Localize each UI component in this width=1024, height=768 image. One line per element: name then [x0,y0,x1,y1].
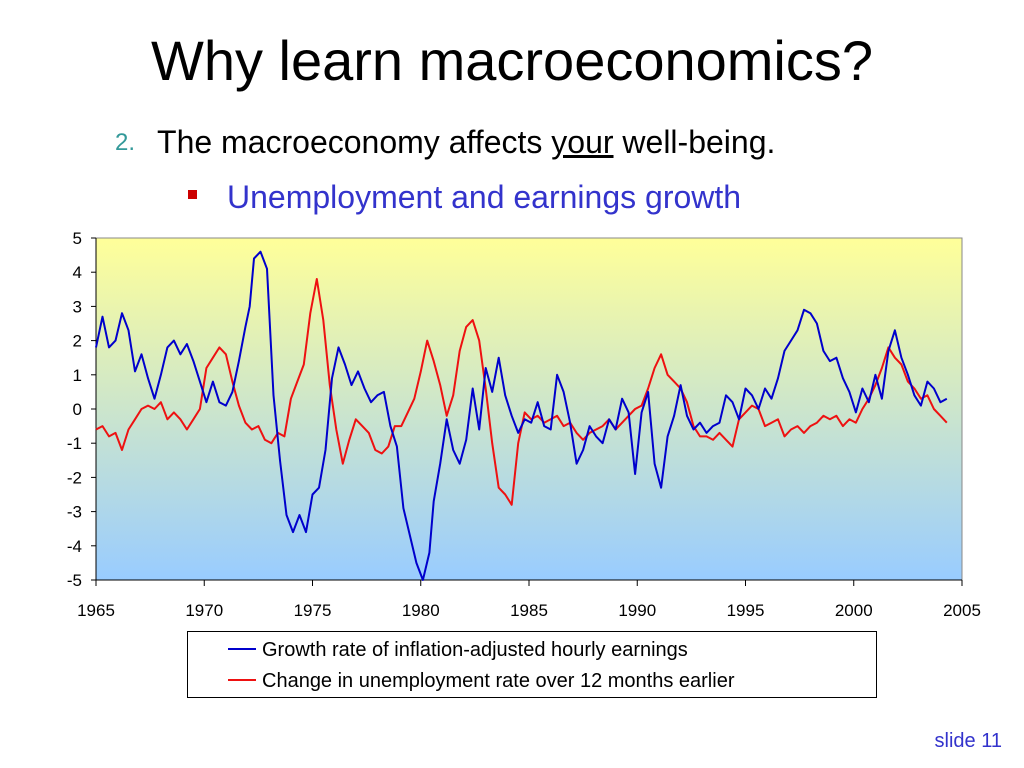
main-point: 2. The macroeconomy affects your well-bei… [115,124,775,161]
point-text-before: The macroeconomy affects [157,124,552,160]
y-tick-label: 5 [73,229,82,248]
slide-number: slide 11 [934,730,1002,752]
legend-label-unemployment: Change in unemployment rate over 12 mont… [262,670,735,692]
x-tick-label: 1995 [727,601,765,620]
legend-label-earnings: Growth rate of inflation-adjusted hourly… [262,639,688,661]
line-chart: 5 4 3 2 1 0 -1 -2 -3 -4 -5 1965 1970 1975 1980 1985 1990… [67,229,981,620]
slide-title: Why learn macroeconomics? [150,29,874,92]
x-tick-label: 1990 [618,601,656,620]
y-tick-label: -2 [67,468,82,487]
y-tick-label: -4 [67,537,82,556]
y-tick-label: 2 [73,332,82,351]
x-tick-label: 2000 [835,601,873,620]
y-tick-label: 4 [73,263,82,282]
earnings-growth-line [95,250,948,581]
x-tick-label: 2005 [943,601,981,620]
y-tick-label: 0 [73,400,82,419]
sub-point: Unemployment and earnings growth [188,179,741,216]
legend-entry-unemployment: Change in unemployment rate over 12 mont… [228,670,734,693]
x-tick-label: 1965 [77,601,115,620]
y-tick-label: -5 [67,571,82,590]
plot-area [95,237,963,581]
chart-legend: Growth rate of inflation-adjusted hourly… [187,631,877,698]
y-tick-label: -1 [67,434,82,453]
square-bullet-icon [188,190,197,199]
sub-point-text: Unemployment and earnings growth [227,179,742,215]
y-tick-label: -3 [67,503,82,522]
point-text-underlined: your [551,124,614,160]
x-tick-label: 1970 [185,601,223,620]
y-tick-label: 1 [73,366,82,385]
legend-swatch-unemployment [228,679,256,681]
x-tick-label: 1985 [510,601,548,620]
legend-entry-earnings: Growth rate of inflation-adjusted hourly… [228,639,688,662]
x-tick-label: 1975 [294,601,332,620]
point-text-after: well-being. [613,124,776,160]
x-tick-label: 1980 [402,601,440,620]
legend-swatch-earnings [228,648,256,650]
point-number: 2. [115,129,136,156]
y-tick-label: 3 [73,297,82,316]
